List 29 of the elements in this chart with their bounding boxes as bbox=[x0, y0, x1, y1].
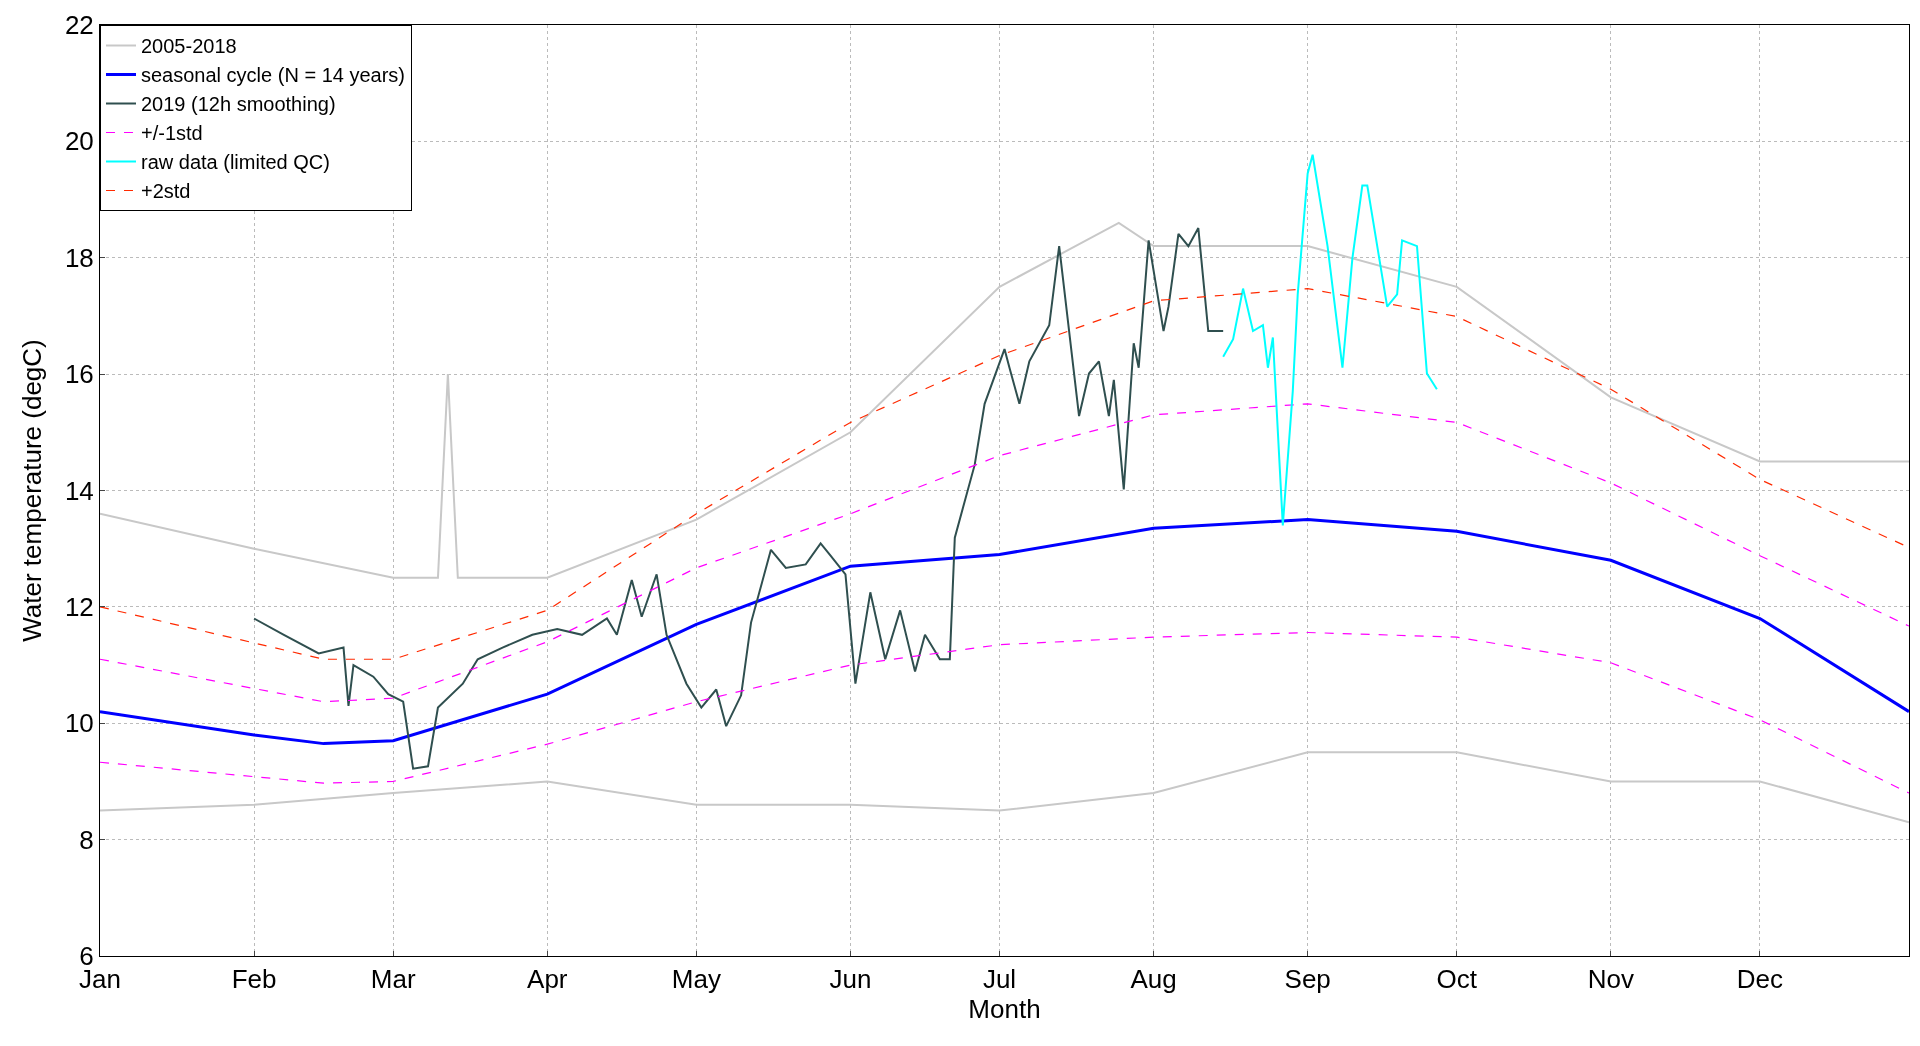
x-tick-label: Aug bbox=[1130, 964, 1177, 995]
y-tick-label: 22 bbox=[64, 10, 94, 41]
x-tick-label: Jul bbox=[982, 964, 1017, 995]
y-tick-label: 10 bbox=[64, 708, 94, 739]
legend-label: seasonal cycle (N = 14 years) bbox=[141, 64, 406, 87]
line-series bbox=[1222, 153, 1438, 527]
x-tick-label: Nov bbox=[1587, 964, 1634, 995]
y-tick-label: 18 bbox=[64, 242, 94, 273]
y-tick-label: 14 bbox=[64, 475, 94, 506]
x-tick-label: Mar bbox=[370, 964, 416, 995]
x-tick-label: Oct bbox=[1436, 964, 1478, 995]
x-tick-label: Jan bbox=[79, 964, 121, 995]
x-tick-label: Apr bbox=[527, 964, 568, 995]
legend-label: raw data (limited QC) bbox=[141, 151, 330, 174]
x-tick-label: May bbox=[671, 964, 721, 995]
y-tick-label: 16 bbox=[64, 359, 94, 390]
x-tick-label: Sep bbox=[1284, 964, 1331, 995]
x-tick-label: Feb bbox=[231, 964, 277, 995]
y-axis-title: Water temperature (degC) bbox=[17, 339, 48, 642]
legend-label: +2std bbox=[141, 180, 191, 203]
y-tick-label: 20 bbox=[64, 126, 94, 157]
x-axis-title: Month bbox=[968, 994, 1041, 1025]
legend-label: 2019 (12h smoothing) bbox=[141, 93, 336, 116]
legend-label: 2005-2018 bbox=[141, 35, 237, 58]
x-tick-label: Jun bbox=[829, 964, 872, 995]
legend-label: +/-1std bbox=[141, 122, 203, 145]
x-tick-label: Dec bbox=[1736, 964, 1784, 995]
y-tick-label: 12 bbox=[64, 591, 94, 622]
y-tick-label: 8 bbox=[79, 824, 94, 855]
